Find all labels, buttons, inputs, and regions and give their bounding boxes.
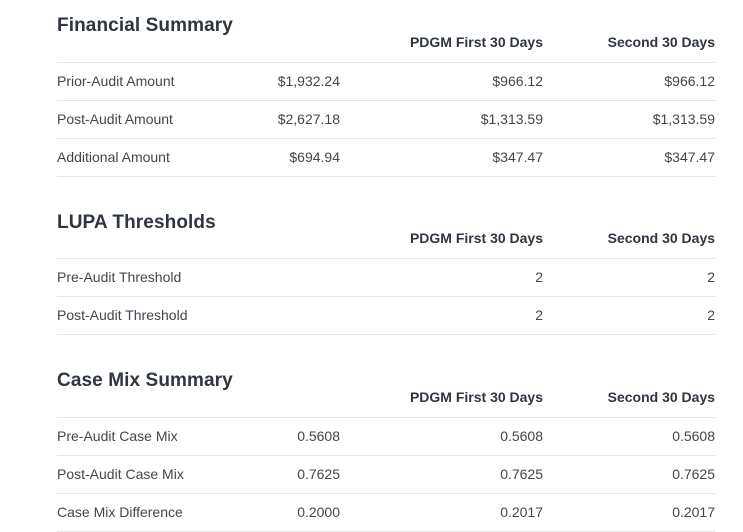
column-header-pdgm-first-30-days: PDGM First 30 Days xyxy=(340,15,543,63)
row-label: Additional Amount xyxy=(57,138,217,177)
financial-summary-body: Prior-Audit Amount $1,932.24 $966.12 $96… xyxy=(57,62,715,177)
column-header-second-30-days: Second 30 Days xyxy=(543,211,716,259)
row-value-first-30: $347.47 xyxy=(340,138,543,177)
row-label: Pre-Audit Threshold xyxy=(57,258,217,297)
row-value-total: 0.7625 xyxy=(217,455,341,494)
row-value-second-30: 0.2017 xyxy=(543,493,716,532)
row-value-total xyxy=(217,258,341,297)
case-mix-summary-table: Case Mix Summary PDGM First 30 Days Seco… xyxy=(57,370,716,532)
section-title-financial-summary: Financial Summary xyxy=(57,15,340,63)
financial-summary-header: Financial Summary PDGM First 30 Days Sec… xyxy=(57,15,715,63)
row-value-first-30: 2 xyxy=(340,296,544,335)
row-value-first-30: $966.12 xyxy=(340,62,543,101)
column-header-second-30-days: Second 30 Days xyxy=(543,370,716,418)
row-value-second-30: 0.7625 xyxy=(543,455,716,494)
table-row: Post-Audit Amount $2,627.18 $1,313.59 $1… xyxy=(57,100,715,139)
row-value-second-30: 2 xyxy=(543,296,716,335)
row-label: Post-Audit Amount xyxy=(57,100,217,139)
row-value-second-30: $1,313.59 xyxy=(543,100,715,139)
header-row: LUPA Thresholds PDGM First 30 Days Secon… xyxy=(57,211,716,259)
row-label: Pre-Audit Case Mix xyxy=(57,417,217,456)
column-header-pdgm-first-30-days: PDGM First 30 Days xyxy=(340,211,544,259)
header-row: Financial Summary PDGM First 30 Days Sec… xyxy=(57,15,715,63)
row-value-total: $1,932.24 xyxy=(217,62,340,101)
section-title-case-mix-summary: Case Mix Summary xyxy=(57,370,341,418)
row-value-second-30: $966.12 xyxy=(543,62,715,101)
row-value-total xyxy=(217,296,341,335)
section-title-lupa-thresholds: LUPA Thresholds xyxy=(57,211,341,259)
row-value-total: $694.94 xyxy=(217,138,340,177)
column-header-pdgm-first-30-days: PDGM First 30 Days xyxy=(340,370,544,418)
table-row: Additional Amount $694.94 $347.47 $347.4… xyxy=(57,138,715,177)
row-label: Post-Audit Case Mix xyxy=(57,455,217,494)
lupa-thresholds-body: Pre-Audit Threshold 2 2 Post-Audit Thres… xyxy=(57,258,716,335)
row-value-first-30: 0.2017 xyxy=(340,493,544,532)
row-value-total: 0.2000 xyxy=(217,493,341,532)
row-value-second-30: 0.5608 xyxy=(543,417,716,456)
table-row: Case Mix Difference 0.2000 0.2017 0.2017 xyxy=(57,493,716,532)
table-row: Post-Audit Case Mix 0.7625 0.7625 0.7625 xyxy=(57,455,716,494)
row-value-first-30: 2 xyxy=(340,258,544,297)
column-header-second-30-days: Second 30 Days xyxy=(543,15,715,63)
row-value-second-30: 2 xyxy=(543,258,716,297)
row-label: Post-Audit Threshold xyxy=(57,296,217,335)
financial-summary-table: Financial Summary PDGM First 30 Days Sec… xyxy=(57,15,715,177)
row-value-total: 0.5608 xyxy=(217,417,341,456)
header-row: Case Mix Summary PDGM First 30 Days Seco… xyxy=(57,370,716,418)
table-row: Prior-Audit Amount $1,932.24 $966.12 $96… xyxy=(57,62,715,101)
case-mix-summary-body: Pre-Audit Case Mix 0.5608 0.5608 0.5608 … xyxy=(57,417,716,532)
row-value-second-30: $347.47 xyxy=(543,138,715,177)
row-label: Case Mix Difference xyxy=(57,493,217,532)
row-value-total: $2,627.18 xyxy=(217,100,340,139)
case-mix-summary-header: Case Mix Summary PDGM First 30 Days Seco… xyxy=(57,370,716,418)
table-row: Pre-Audit Case Mix 0.5608 0.5608 0.5608 xyxy=(57,417,716,456)
row-value-first-30: $1,313.59 xyxy=(340,100,543,139)
table-row: Post-Audit Threshold 2 2 xyxy=(57,296,716,335)
row-value-first-30: 0.5608 xyxy=(340,417,544,456)
lupa-thresholds-header: LUPA Thresholds PDGM First 30 Days Secon… xyxy=(57,211,716,259)
table-row: Pre-Audit Threshold 2 2 xyxy=(57,258,716,297)
row-value-first-30: 0.7625 xyxy=(340,455,544,494)
row-label: Prior-Audit Amount xyxy=(57,62,217,101)
lupa-thresholds-table: LUPA Thresholds PDGM First 30 Days Secon… xyxy=(57,211,716,335)
